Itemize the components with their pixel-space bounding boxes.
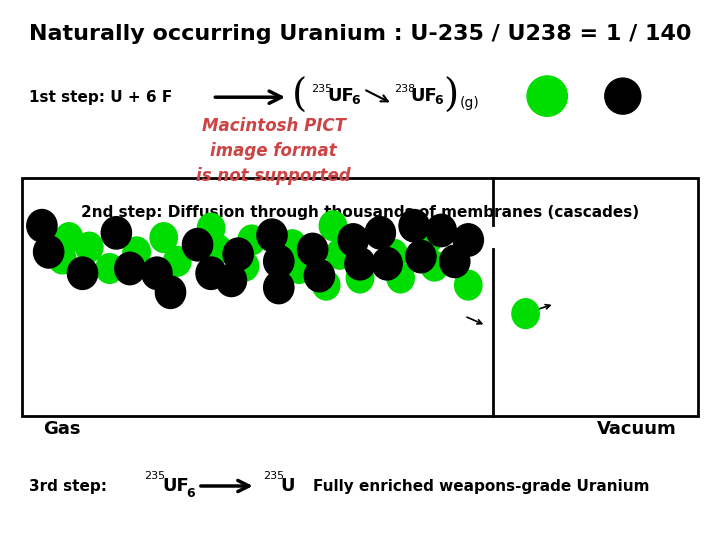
Text: 235: 235 [311,84,332,94]
Circle shape [605,78,641,114]
Ellipse shape [420,251,448,281]
Text: 6: 6 [186,487,194,500]
Text: 235: 235 [263,471,284,481]
Text: Gas: Gas [43,420,81,438]
Text: Vacuum: Vacuum [597,420,677,438]
Ellipse shape [96,254,123,284]
Ellipse shape [204,234,232,264]
Ellipse shape [338,224,369,256]
Ellipse shape [326,239,354,269]
Ellipse shape [223,238,253,271]
Text: Macintosh PICT
image format
is not supported: Macintosh PICT image format is not suppo… [197,117,351,185]
Ellipse shape [257,219,287,252]
Ellipse shape [76,232,103,262]
Text: 238: 238 [395,84,416,94]
Ellipse shape [380,239,408,269]
Ellipse shape [231,251,258,281]
Ellipse shape [182,228,212,261]
Ellipse shape [196,257,226,289]
Ellipse shape [264,245,294,278]
Circle shape [527,76,567,116]
Text: U: U [281,477,295,495]
Ellipse shape [55,222,83,253]
Ellipse shape [512,299,539,328]
Text: UF: UF [162,477,189,495]
Text: UF: UF [328,87,354,105]
Ellipse shape [27,210,57,242]
Ellipse shape [414,225,441,255]
Bar [22,178,698,416]
Text: 2nd step: Diffusion through thousands of membranes (cascades): 2nd step: Diffusion through thousands of… [81,205,639,220]
Ellipse shape [365,217,395,249]
Ellipse shape [399,210,429,242]
Ellipse shape [319,211,346,240]
Ellipse shape [285,254,312,284]
Ellipse shape [387,263,414,293]
Ellipse shape [372,247,402,280]
Ellipse shape [123,237,150,267]
Text: Naturally occurring Uranium : U-235 / U238 = 1 / 140: Naturally occurring Uranium : U-235 / U2… [29,24,691,44]
Ellipse shape [406,240,436,273]
Ellipse shape [156,276,186,308]
Ellipse shape [34,235,64,268]
Ellipse shape [346,263,374,293]
Ellipse shape [345,247,375,280]
Ellipse shape [68,257,98,289]
Ellipse shape [197,213,225,243]
Ellipse shape [453,224,483,256]
Ellipse shape [454,270,482,300]
Text: Fully enriched weapons-grade Uranium: Fully enriched weapons-grade Uranium [313,478,649,494]
Text: 235: 235 [144,471,165,481]
Ellipse shape [150,222,177,253]
Ellipse shape [279,230,306,260]
Text: 6: 6 [434,94,443,107]
Ellipse shape [216,264,246,296]
Ellipse shape [426,214,456,247]
Ellipse shape [297,233,328,266]
Text: ): ) [443,78,458,114]
Ellipse shape [102,217,132,249]
Ellipse shape [114,252,145,285]
Text: (: ( [292,78,307,114]
Ellipse shape [142,257,172,289]
Ellipse shape [163,246,191,276]
Ellipse shape [238,225,266,255]
Ellipse shape [264,271,294,303]
Ellipse shape [312,270,340,300]
Text: (g): (g) [459,96,479,110]
Text: 3rd step:: 3rd step: [29,478,107,494]
Text: UF: UF [410,87,437,105]
Ellipse shape [305,259,335,292]
Ellipse shape [440,245,470,278]
Text: 1st step: U + 6 F: 1st step: U + 6 F [29,90,172,105]
Text: 6: 6 [351,94,360,107]
Ellipse shape [48,244,76,274]
